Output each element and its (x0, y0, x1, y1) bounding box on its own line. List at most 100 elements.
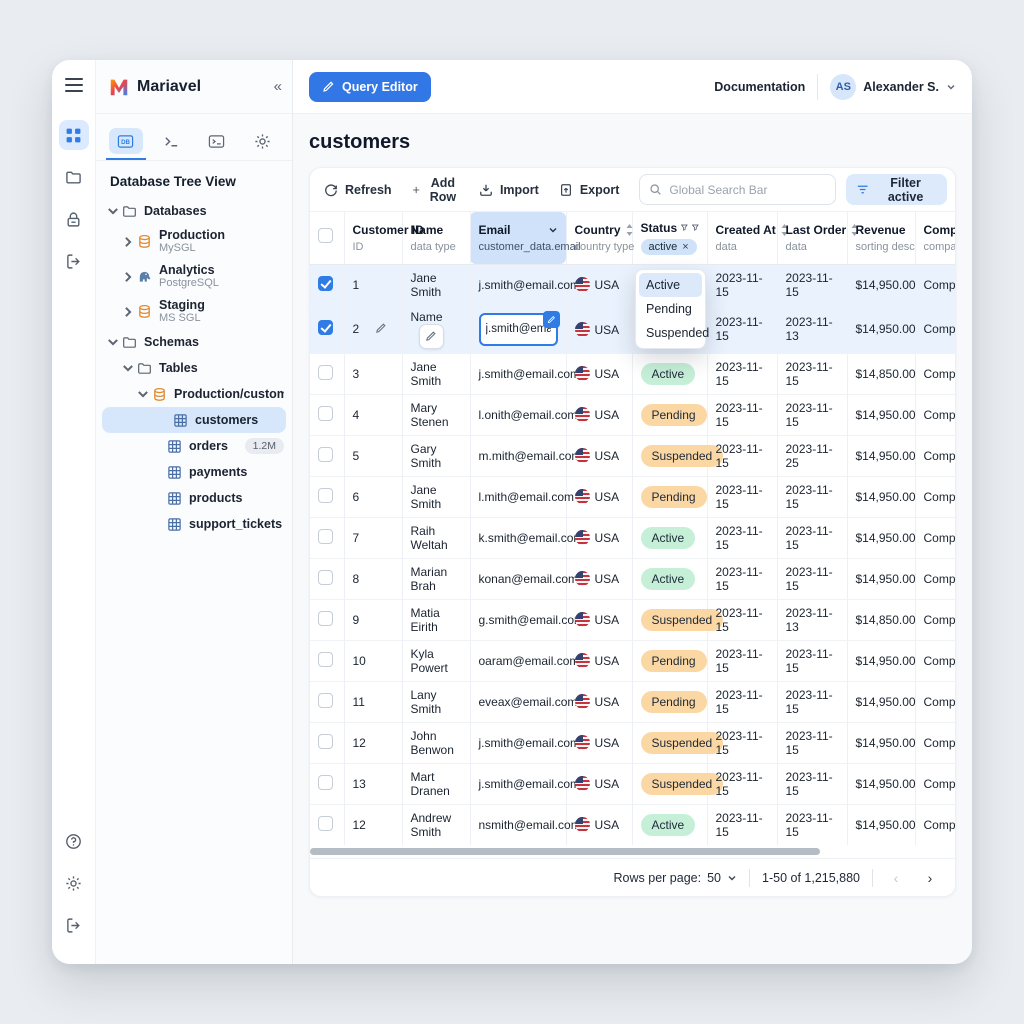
created-at-cell[interactable]: 2023-11-15 (707, 804, 778, 845)
row-select-cell[interactable] (310, 640, 345, 682)
status-option-suspended[interactable]: Suspended (646, 326, 710, 340)
row-checkbox[interactable] (318, 275, 333, 291)
sidebar-collapse-icon[interactable]: « (273, 78, 282, 95)
col-company[interactable]: Company company (915, 212, 955, 265)
status-badge[interactable]: Suspended (640, 772, 724, 795)
table-row[interactable]: 9 Matia Eirith g.smith@email.com USA Suspend… (310, 599, 955, 641)
email-cell[interactable]: j.smith@email.com (470, 763, 580, 805)
horizontal-scrollbar[interactable] (310, 848, 955, 856)
tree-item-schemas[interactable]: Schemas (96, 329, 292, 355)
status-badge[interactable]: Active (640, 362, 696, 385)
row-checkbox[interactable] (318, 405, 333, 421)
sidebar-tab-gear-icon[interactable] (243, 126, 283, 160)
company-cell[interactable]: Company (915, 394, 955, 436)
status-badge[interactable]: Suspended (640, 444, 724, 467)
sidebar-tab-terminal-box-icon[interactable] (197, 126, 237, 160)
table-row[interactable]: 10 Kyla Powert oaram@email.com USA Pending 20… (310, 640, 955, 682)
row-checkbox[interactable] (318, 528, 333, 544)
name-cell[interactable]: Andrew Smith (402, 804, 471, 845)
col-email[interactable]: Email customer_data.email (470, 212, 581, 265)
created-at-cell[interactable]: 2023-11-15 (707, 517, 778, 559)
tree-item-orders[interactable]: orders 1.2M (96, 433, 292, 459)
table-row[interactable]: 4 Mary Stenen l.onith@email.com USA Pending 2… (310, 394, 955, 436)
status-option-active[interactable]: Active (639, 273, 702, 297)
name-cell[interactable]: Name (402, 305, 471, 354)
edit-pencil-icon[interactable] (375, 322, 387, 334)
chevron-down-icon[interactable] (106, 204, 120, 218)
status-cell[interactable]: Active (632, 353, 708, 395)
chevron-down-icon[interactable] (121, 361, 135, 375)
name-cell[interactable]: John Benwon (402, 722, 471, 764)
name-cell[interactable]: Jane Smith (402, 264, 471, 306)
customer-id-cell[interactable]: 4 (344, 394, 403, 436)
revenue-cell[interactable]: $14,950.00 (847, 476, 916, 518)
user-menu[interactable]: AS Alexander S. (830, 73, 956, 100)
customer-id-cell[interactable]: 5 (344, 435, 403, 477)
revenue-cell[interactable]: $14,950.00 (847, 435, 916, 477)
row-checkbox[interactable] (318, 774, 333, 790)
customer-id-cell[interactable]: 2 (344, 305, 403, 354)
hamburger-menu-icon[interactable] (64, 74, 83, 96)
row-select-cell[interactable] (310, 558, 345, 600)
email-cell[interactable]: konan@email.com (470, 558, 578, 600)
select-all-checkbox[interactable] (318, 227, 333, 243)
last-order-cell[interactable]: 2023-11-13 (777, 305, 848, 354)
created-at-cell[interactable]: 2023-11-15 (707, 353, 778, 395)
last-order-cell[interactable]: 2023-11-15 (777, 517, 848, 559)
row-checkbox[interactable] (318, 446, 333, 462)
row-select-cell[interactable] (310, 804, 345, 845)
email-cell[interactable]: nsmith@email.com (470, 804, 581, 845)
country-cell[interactable]: USA (566, 353, 633, 395)
name-cell[interactable]: Matia Eirith (402, 599, 471, 641)
created-at-cell[interactable]: 2023-11-15 (707, 722, 778, 764)
email-cell[interactable]: j.smith@email.com (470, 264, 580, 306)
country-cell[interactable]: USA (566, 305, 633, 354)
col-last-order[interactable]: Last Order data (777, 212, 858, 265)
documentation-link[interactable]: Documentation (714, 79, 806, 94)
email-cell[interactable]: k.smith@email.com (470, 517, 583, 559)
country-cell[interactable]: USA (566, 435, 633, 477)
status-cell[interactable]: Suspended (632, 599, 724, 641)
revenue-cell[interactable]: $14,950.00 (847, 305, 916, 354)
created-at-cell[interactable]: 2023-11-15 (707, 640, 778, 682)
scrollbar-thumb[interactable] (310, 848, 820, 855)
row-checkbox[interactable] (318, 569, 333, 585)
customer-id-cell[interactable]: 7 (344, 517, 403, 559)
company-cell[interactable]: Company (915, 353, 955, 395)
revenue-cell[interactable]: $14,950.00 (847, 640, 916, 682)
name-cell[interactable]: Jane Smith (402, 476, 471, 518)
created-at-cell[interactable]: 2023-11-15 (707, 264, 778, 306)
company-cell[interactable]: Company (915, 722, 955, 764)
last-order-cell[interactable]: 2023-11-15 (777, 394, 848, 436)
status-cell[interactable]: Pending (632, 681, 708, 723)
refresh-button[interactable]: Refresh (324, 183, 392, 197)
chevron-down-icon[interactable] (548, 225, 558, 235)
name-cell[interactable]: Mart Dranen (402, 763, 471, 805)
name-cell[interactable]: Marian Brah (402, 558, 471, 600)
created-at-cell[interactable]: 2023-11-15 (707, 305, 778, 354)
status-badge[interactable]: Pending (640, 649, 707, 672)
revenue-cell[interactable]: $14,950.00 (847, 722, 916, 764)
revenue-cell[interactable]: $14,950.00 (847, 558, 916, 600)
lock-icon[interactable] (59, 204, 89, 234)
company-cell[interactable]: Company (915, 681, 955, 723)
email-cell[interactable]: j.smith@email.com (470, 722, 580, 764)
row-checkbox[interactable] (318, 610, 333, 626)
company-cell[interactable]: Company (915, 558, 955, 600)
customer-id-cell[interactable]: 12 (344, 804, 403, 845)
email-cell[interactable]: m.mith@email.com (470, 435, 581, 477)
created-at-cell[interactable]: 2023-11-15 (707, 558, 778, 600)
table-row[interactable]: 11 Lany Smith eveax@email.com USA Pending 202… (310, 681, 955, 723)
revenue-cell[interactable]: $14,950.00 (847, 804, 916, 845)
created-at-cell[interactable]: 2023-11-15 (707, 599, 778, 641)
customer-id-cell[interactable]: 10 (344, 640, 403, 682)
row-select-cell[interactable] (310, 394, 345, 436)
chevron-right-icon[interactable] (121, 305, 135, 319)
last-order-cell[interactable]: 2023-11-15 (777, 804, 848, 845)
tree-item-tables[interactable]: Tables (96, 355, 292, 381)
email-cell[interactable]: g.smith@email.com (470, 599, 584, 641)
email-cell[interactable]: j.smith@email.com (470, 353, 580, 395)
email-cell[interactable]: eveax@email.com (470, 681, 577, 723)
col-name[interactable]: Name data type (402, 212, 471, 265)
company-cell[interactable]: Company (915, 305, 955, 354)
